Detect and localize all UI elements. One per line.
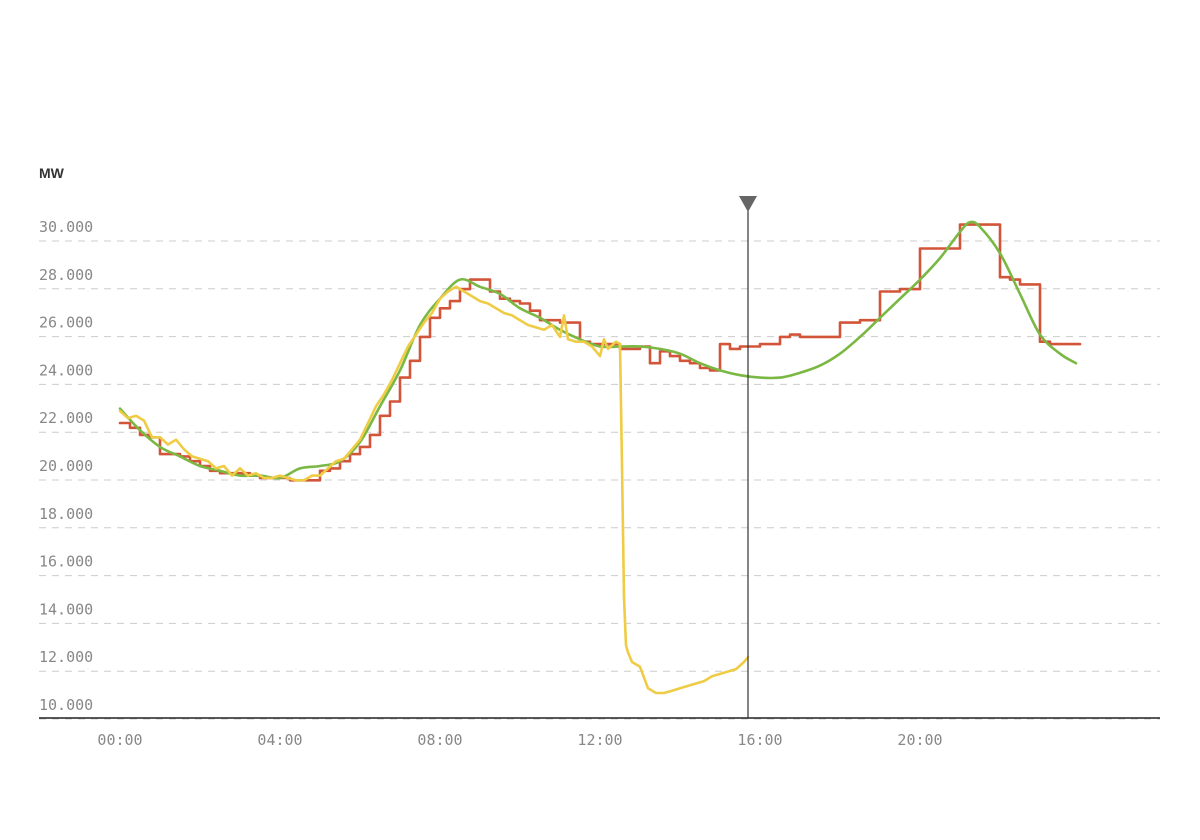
- series-layer: [118, 220, 1082, 695]
- x-tick-label: 00:00: [97, 731, 142, 749]
- x-tick-label: 08:00: [417, 731, 462, 749]
- grid-lines: [39, 240, 1160, 720]
- series-green-line: [118, 220, 1078, 480]
- x-axis-ticks: 00:00 04:00 08:00 12:00 16:00 20:00: [97, 731, 942, 749]
- y-tick-label: 24.000: [39, 361, 93, 379]
- x-tick-label: 20:00: [897, 731, 942, 749]
- y-tick-label: 26.000: [39, 314, 93, 332]
- marker-handle-triangle-icon: [739, 196, 757, 212]
- y-axis-ticks: 10.000 12.000 14.000 16.000 18.000 20.000 22.0…: [39, 218, 93, 714]
- x-tick-label: 04:00: [257, 731, 302, 749]
- y-tick-label: 18.000: [39, 505, 93, 523]
- y-tick-label: 10.000: [39, 696, 93, 714]
- y-tick-label: 16.000: [39, 553, 93, 571]
- x-tick-label: 16:00: [737, 731, 782, 749]
- y-axis-unit-label: MW: [39, 165, 64, 181]
- y-tick-label: 28.000: [39, 266, 93, 284]
- x-tick-label: 12:00: [577, 731, 622, 749]
- y-tick-label: 20.000: [39, 457, 93, 475]
- y-tick-label: 22.000: [39, 409, 93, 427]
- series-yellow-line: [118, 285, 750, 695]
- y-tick-label: 30.000: [39, 218, 93, 236]
- current-time-marker[interactable]: [739, 196, 757, 718]
- y-tick-label: 12.000: [39, 648, 93, 666]
- y-tick-label: 14.000: [39, 600, 93, 618]
